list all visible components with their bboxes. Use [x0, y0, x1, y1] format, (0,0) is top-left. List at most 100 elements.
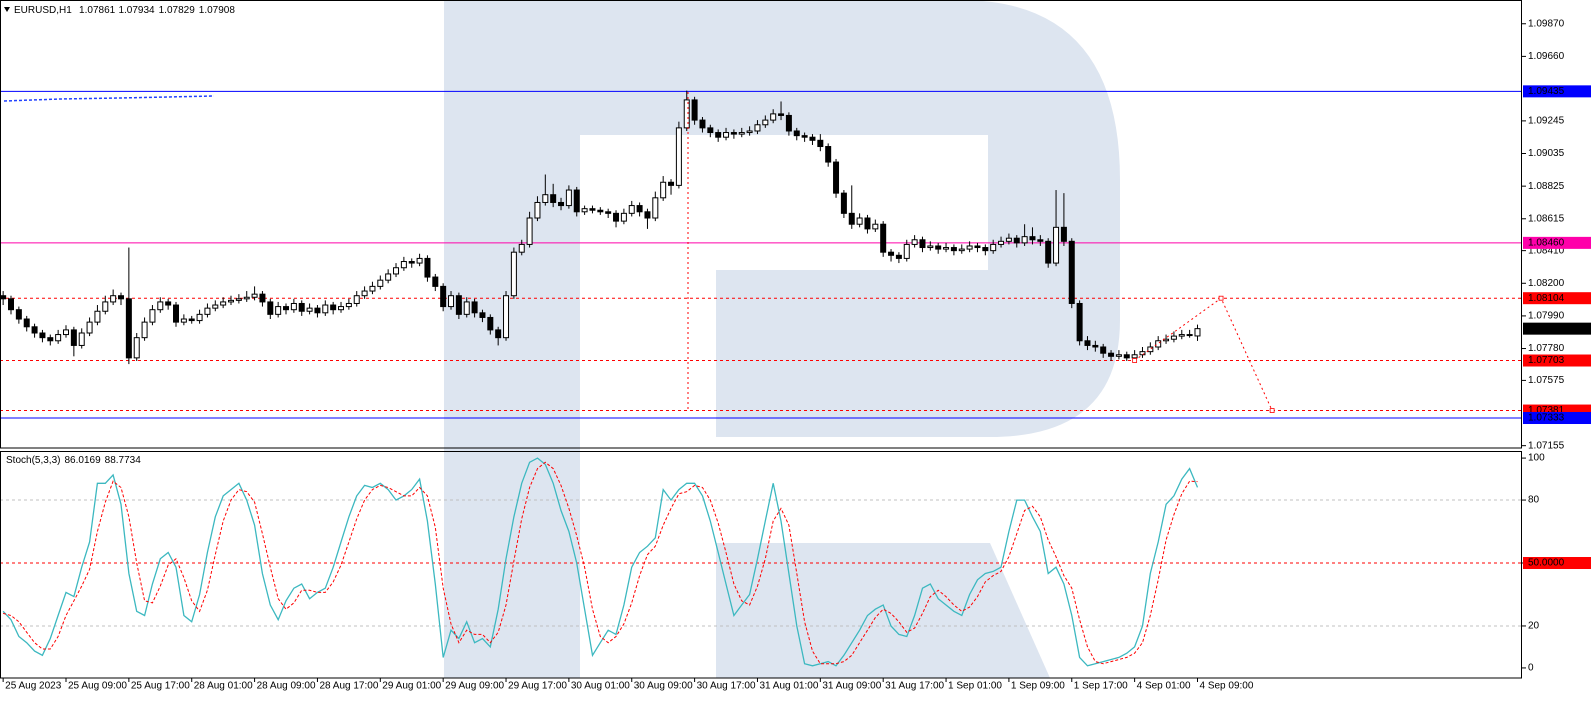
candle-body [1147, 346, 1154, 353]
candle-body [361, 290, 368, 297]
candle-body [39, 332, 46, 339]
candle-body [424, 257, 431, 278]
y-tick-label: 1.08825 [1528, 181, 1565, 192]
candle-body [149, 309, 156, 323]
candle-body [118, 295, 125, 300]
candle-body [251, 293, 258, 298]
candle-body [1170, 335, 1177, 340]
candle-body [998, 240, 1005, 245]
candle-body [495, 329, 502, 339]
x-tick-label: 30 Aug 17:00 [697, 681, 756, 692]
candle-body [487, 316, 494, 331]
candle-body [165, 301, 172, 306]
x-tick-label: 1 Sep 17:00 [1074, 681, 1128, 692]
stoch-header: Stoch(5,3,3) 86.0169 88.7734 [6, 455, 141, 466]
candle-body [440, 285, 447, 308]
y-tick-label: 1.07155 [1528, 440, 1565, 451]
stoch-d-value: 88.7734 [105, 455, 142, 466]
candle-body [290, 302, 297, 311]
candle-body [990, 243, 997, 252]
candle-body [125, 298, 132, 359]
y-tick-label: 50.0000 [1528, 558, 1565, 569]
candle-body [157, 301, 164, 311]
forecast-vertex [1132, 358, 1138, 363]
candle-body [1194, 328, 1201, 337]
candle-body [180, 318, 187, 323]
candle-body [778, 113, 785, 116]
y-tick-label: 80 [1528, 495, 1540, 506]
y-tick-label: 1.08200 [1528, 278, 1565, 289]
candle-body [8, 298, 15, 311]
level-label: 1.08460 [1528, 238, 1565, 249]
candle-body [518, 243, 525, 253]
candle-body [235, 298, 242, 301]
candle-body [903, 243, 910, 259]
candle-body [70, 329, 77, 346]
x-tick-label: 29 Aug 09:00 [445, 681, 504, 692]
plot-marks [0, 90, 1522, 667]
y-tick-label: 1.08615 [1528, 213, 1565, 224]
candle-body [660, 181, 667, 199]
candle-body [613, 212, 620, 222]
level-label-box [1523, 412, 1591, 425]
candle-body [605, 211, 612, 214]
candle-body [833, 161, 840, 194]
candle-body [1037, 239, 1044, 242]
candle-body [550, 194, 557, 203]
y-tick-label: 1.07575 [1528, 375, 1565, 386]
candle-body [298, 302, 305, 312]
candle-body [738, 132, 745, 135]
candle-body [558, 201, 565, 207]
low-value: 1.07829 [159, 5, 196, 16]
level-label: 1.07381 [1528, 405, 1565, 416]
ma-fragment [3, 95, 215, 102]
candle-body [699, 119, 706, 129]
candle-body [1115, 354, 1122, 357]
candle-body [958, 248, 965, 252]
x-tick-label: 29 Aug 01:00 [382, 681, 441, 692]
close-value: 1.07908 [199, 5, 236, 16]
candle-body [542, 194, 549, 203]
x-tick-label: 30 Aug 09:00 [634, 681, 693, 692]
candle-body [1076, 302, 1083, 342]
x-tick-label: 28 Aug 09:00 [257, 681, 316, 692]
y-tick-label: 1.09035 [1528, 148, 1565, 159]
candle-body [188, 318, 195, 322]
forecast-path [1134, 297, 1273, 411]
candle-body [589, 208, 596, 211]
candle-body [393, 267, 400, 275]
candle-body [888, 251, 895, 256]
watermark [444, 0, 1120, 678]
candle-body [0, 295, 7, 300]
candle-body [416, 257, 423, 264]
candle-body [1053, 226, 1060, 264]
open-value: 1.07861 [79, 5, 116, 16]
candle-body [1123, 354, 1130, 359]
candle-body [330, 304, 337, 311]
candle-body [322, 304, 329, 314]
candle-body [353, 295, 360, 304]
candle-body [47, 337, 54, 342]
candle-body [817, 139, 824, 148]
y-tick-label: 1.07990 [1528, 311, 1565, 322]
level-label: 1.09435 [1528, 86, 1565, 97]
candle-body [110, 295, 117, 303]
y-tick-label: 1.09660 [1528, 51, 1565, 62]
x-tick-label: 31 Aug 17:00 [885, 681, 944, 692]
candle-body [636, 205, 643, 213]
x-tick-label: 25 Aug 17:00 [131, 681, 190, 692]
y-tick-label: 100 [1528, 453, 1545, 464]
candle-body [448, 295, 455, 308]
candle-body [400, 261, 407, 269]
candle-body [1178, 334, 1185, 337]
candle-body [573, 189, 580, 213]
candle-body [597, 209, 604, 213]
candle-body [911, 239, 918, 245]
candle-body [212, 304, 219, 309]
candle-body [243, 296, 250, 300]
candle-body [565, 189, 572, 207]
x-tick-label: 31 Aug 09:00 [822, 681, 881, 692]
candle-body [848, 212, 855, 225]
